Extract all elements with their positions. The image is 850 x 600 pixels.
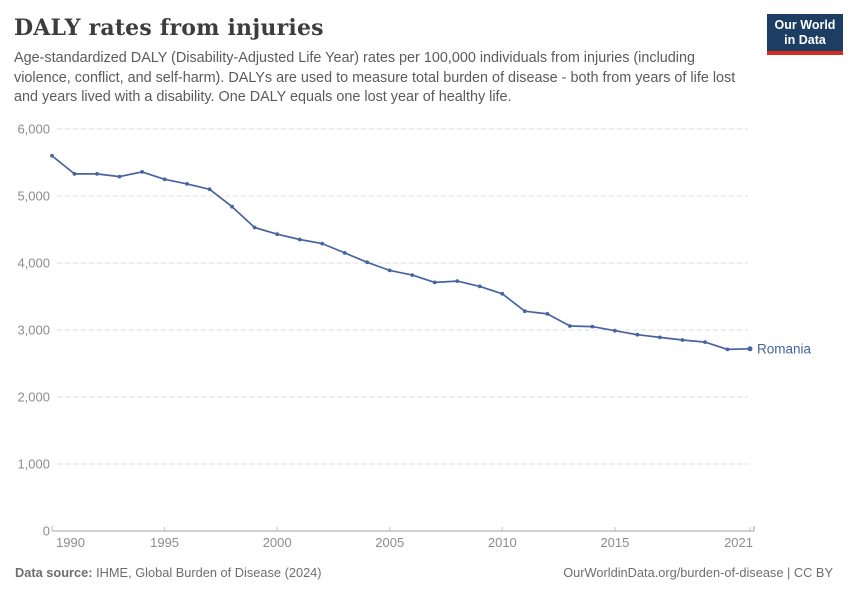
data-point <box>703 340 707 344</box>
chart-subtitle: Age-standardized DALY (Disability-Adjust… <box>14 50 736 105</box>
data-point <box>477 284 482 289</box>
data-point <box>680 338 685 342</box>
x-tick-label: 2000 <box>263 535 292 550</box>
data-point <box>320 241 325 246</box>
data-point <box>50 153 54 158</box>
y-tick-label: 6,000 <box>17 122 50 137</box>
data-point <box>590 324 595 329</box>
data-point <box>162 177 167 182</box>
data-point <box>117 174 122 179</box>
data-point <box>387 268 392 273</box>
chart-title: DALY rates from injuries <box>14 15 324 41</box>
data-point <box>342 251 347 255</box>
data-point <box>297 237 302 242</box>
x-tick-label: 2010 <box>488 535 517 550</box>
owid-footer-link[interactable]: OurWorldinData.org/burden-of-disease | C… <box>563 565 833 580</box>
x-tick-label: 2015 <box>600 535 629 550</box>
x-tick-label: 2021 <box>724 535 753 550</box>
owid-logo: Our World in Data <box>767 14 843 55</box>
data-point <box>140 170 145 174</box>
x-tick-label: 1995 <box>150 535 179 550</box>
data-point <box>95 172 99 176</box>
data-source-text: IHME, Global Burden of Disease (2024) <box>92 565 322 580</box>
data-source-label: Data source: <box>15 565 93 580</box>
data-point <box>635 332 640 337</box>
data-point <box>252 225 257 230</box>
owid-logo-line1: Our World <box>774 18 836 32</box>
data-point <box>455 279 460 283</box>
data-point <box>568 324 572 328</box>
data-point <box>522 309 527 314</box>
x-tick-label: 2005 <box>375 535 404 550</box>
romania-line <box>51 154 751 351</box>
line-chart: 0 1,000 2,000 3,000 4,000 5,000 6,000 1990 1995 2… <box>17 122 812 551</box>
y-tick-label: 4,000 <box>17 256 50 271</box>
data-point <box>185 182 190 186</box>
data-point <box>725 347 730 352</box>
owid-logo-line2: in Data <box>784 33 826 47</box>
y-tick-label: 1,000 <box>17 457 50 472</box>
data-point <box>230 204 235 209</box>
data-point <box>545 312 550 316</box>
data-point <box>365 260 370 265</box>
y-tick-label: 5,000 <box>17 189 50 204</box>
data-source: Data source: IHME, Global Burden of Dise… <box>15 565 322 580</box>
data-point <box>658 335 662 340</box>
data-point <box>432 280 437 285</box>
data-point <box>613 328 617 333</box>
chart-footer: Data source: IHME, Global Burden of Dise… <box>15 565 833 580</box>
data-point <box>275 232 280 237</box>
series-end-label: Romania <box>757 341 812 356</box>
data-point <box>747 346 753 352</box>
x-tick-label: 1990 <box>56 535 85 550</box>
data-point <box>72 172 77 176</box>
y-tick-label: 2,000 <box>17 390 50 405</box>
y-tick-label: 0 <box>43 524 50 539</box>
y-tick-label: 3,000 <box>17 323 50 338</box>
data-point <box>410 273 415 277</box>
data-point <box>207 187 212 192</box>
data-point <box>500 291 505 296</box>
